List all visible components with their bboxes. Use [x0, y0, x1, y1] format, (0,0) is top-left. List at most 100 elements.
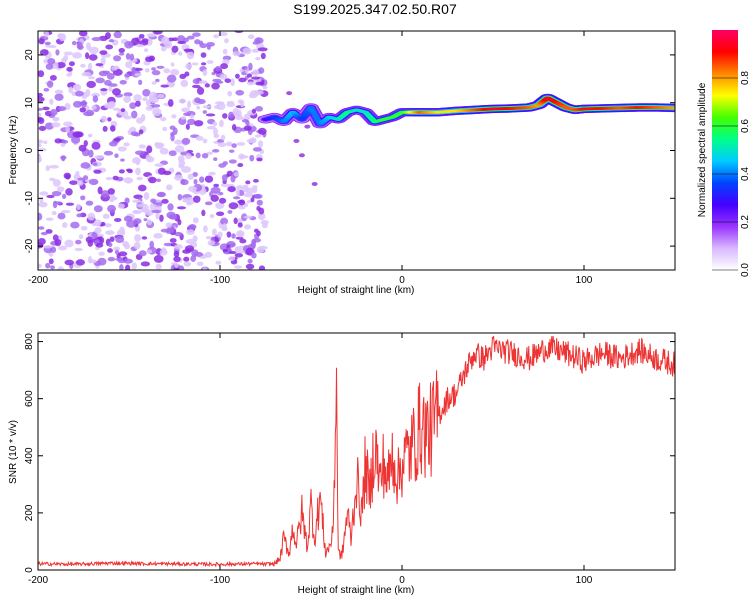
noise-blob [201, 209, 206, 217]
noise-blob [75, 90, 84, 97]
noise-blob [112, 88, 121, 96]
noise-blob [78, 234, 84, 240]
noise-blob [190, 255, 197, 263]
noise-blob [63, 172, 72, 179]
noise-blob [209, 213, 215, 219]
noise-blob [192, 235, 198, 243]
spectrogram-plot-area [38, 31, 675, 270]
noise-blob [227, 186, 236, 193]
noise-blob [92, 95, 99, 103]
noise-blob [311, 181, 318, 186]
noise-blob [177, 193, 183, 201]
noise-blob [160, 36, 170, 45]
noise-blob [151, 70, 161, 76]
noise-blob [91, 36, 102, 42]
spectrogram-y-axis: -20 -10 0 10 20 [24, 49, 675, 253]
x-tick-label: -200 [28, 275, 48, 286]
noise-blob [258, 265, 266, 270]
noise-blob [183, 256, 190, 262]
noise-blob [54, 239, 62, 247]
noise-blob [228, 111, 234, 119]
noise-blob [215, 80, 224, 84]
noise-blob [304, 124, 311, 129]
noise-blob [38, 139, 44, 144]
snr-x-axis: -200 -100 0 100 [28, 333, 593, 586]
noise-blob [228, 256, 236, 262]
noise-blob [107, 188, 116, 195]
noise-blob [248, 34, 255, 40]
noise-blob [156, 65, 165, 69]
noise-blob [170, 62, 175, 67]
noise-blob [257, 47, 268, 52]
noise-blob [91, 105, 97, 110]
noise-blob [254, 134, 262, 138]
noise-blob [64, 239, 74, 248]
noise-blob [255, 81, 265, 86]
noise-blob [113, 31, 122, 39]
noise-blob [87, 256, 93, 264]
noise-blob [183, 261, 192, 267]
noise-blob [242, 186, 250, 193]
noise-blob [213, 105, 221, 110]
noise-blob [107, 204, 117, 213]
noise-blob [227, 209, 233, 214]
y-tick-label: 0 [24, 147, 35, 153]
noise-blob [167, 99, 174, 107]
noise-blob [238, 77, 247, 83]
noise-blob [170, 69, 180, 76]
y-tick-label: 600 [24, 390, 35, 407]
noise-blob [136, 176, 143, 181]
noise-blob [192, 78, 201, 85]
noise-blob [48, 258, 54, 265]
noise-blob [101, 70, 111, 75]
noise-blob [162, 170, 172, 175]
noise-blob [38, 212, 43, 221]
noise-blob [195, 152, 201, 159]
snr-y-axis: 0 200 400 600 800 [24, 333, 675, 573]
noise-blob [137, 203, 145, 208]
noise-blob [64, 259, 75, 266]
noise-blob [155, 211, 160, 220]
noise-blob [198, 80, 208, 85]
noise-blob [232, 51, 241, 57]
noise-blob [234, 246, 240, 253]
noise-blob [49, 98, 54, 105]
noise-blob [108, 101, 116, 108]
noise-blob [97, 233, 104, 237]
noise-blob [134, 150, 145, 155]
snr-frame [37, 332, 676, 571]
noise-blob [206, 60, 214, 64]
noise-blob [218, 197, 227, 204]
noise-blob [87, 212, 96, 221]
noise-blob [230, 78, 235, 87]
noise-blob [138, 33, 145, 39]
noise-blob [249, 154, 255, 162]
noise-blob [231, 123, 237, 131]
noise-blob [215, 65, 221, 72]
noise-blob [191, 84, 201, 89]
noise-blob [236, 185, 244, 191]
noise-blob [119, 264, 124, 270]
noise-blob [142, 97, 148, 102]
noise-blob [217, 142, 227, 148]
noise-blob [133, 94, 142, 102]
noise-blob [228, 202, 239, 210]
noise-blob [99, 50, 108, 55]
noise-blob [78, 144, 87, 152]
noise-blob [66, 73, 72, 77]
noise-blob [120, 108, 126, 113]
noise-blob [154, 163, 164, 167]
noise-blob [117, 203, 125, 209]
noise-blob [125, 52, 131, 60]
noise-blob [85, 52, 90, 60]
noise-blob [129, 126, 137, 133]
noise-blob [227, 90, 233, 97]
noise-blob [245, 263, 255, 270]
noise-blob [86, 80, 96, 89]
noise-blob [119, 226, 125, 235]
noise-blob [94, 227, 102, 234]
y-tick-label: 200 [24, 504, 35, 521]
spectrogram-y-label: Frequency (Hz) [8, 116, 19, 185]
noise-blob [222, 223, 227, 230]
colorbar: 0.0 0.2 0.4 0.6 0.8 Normalized spectral ampl… [697, 30, 750, 277]
